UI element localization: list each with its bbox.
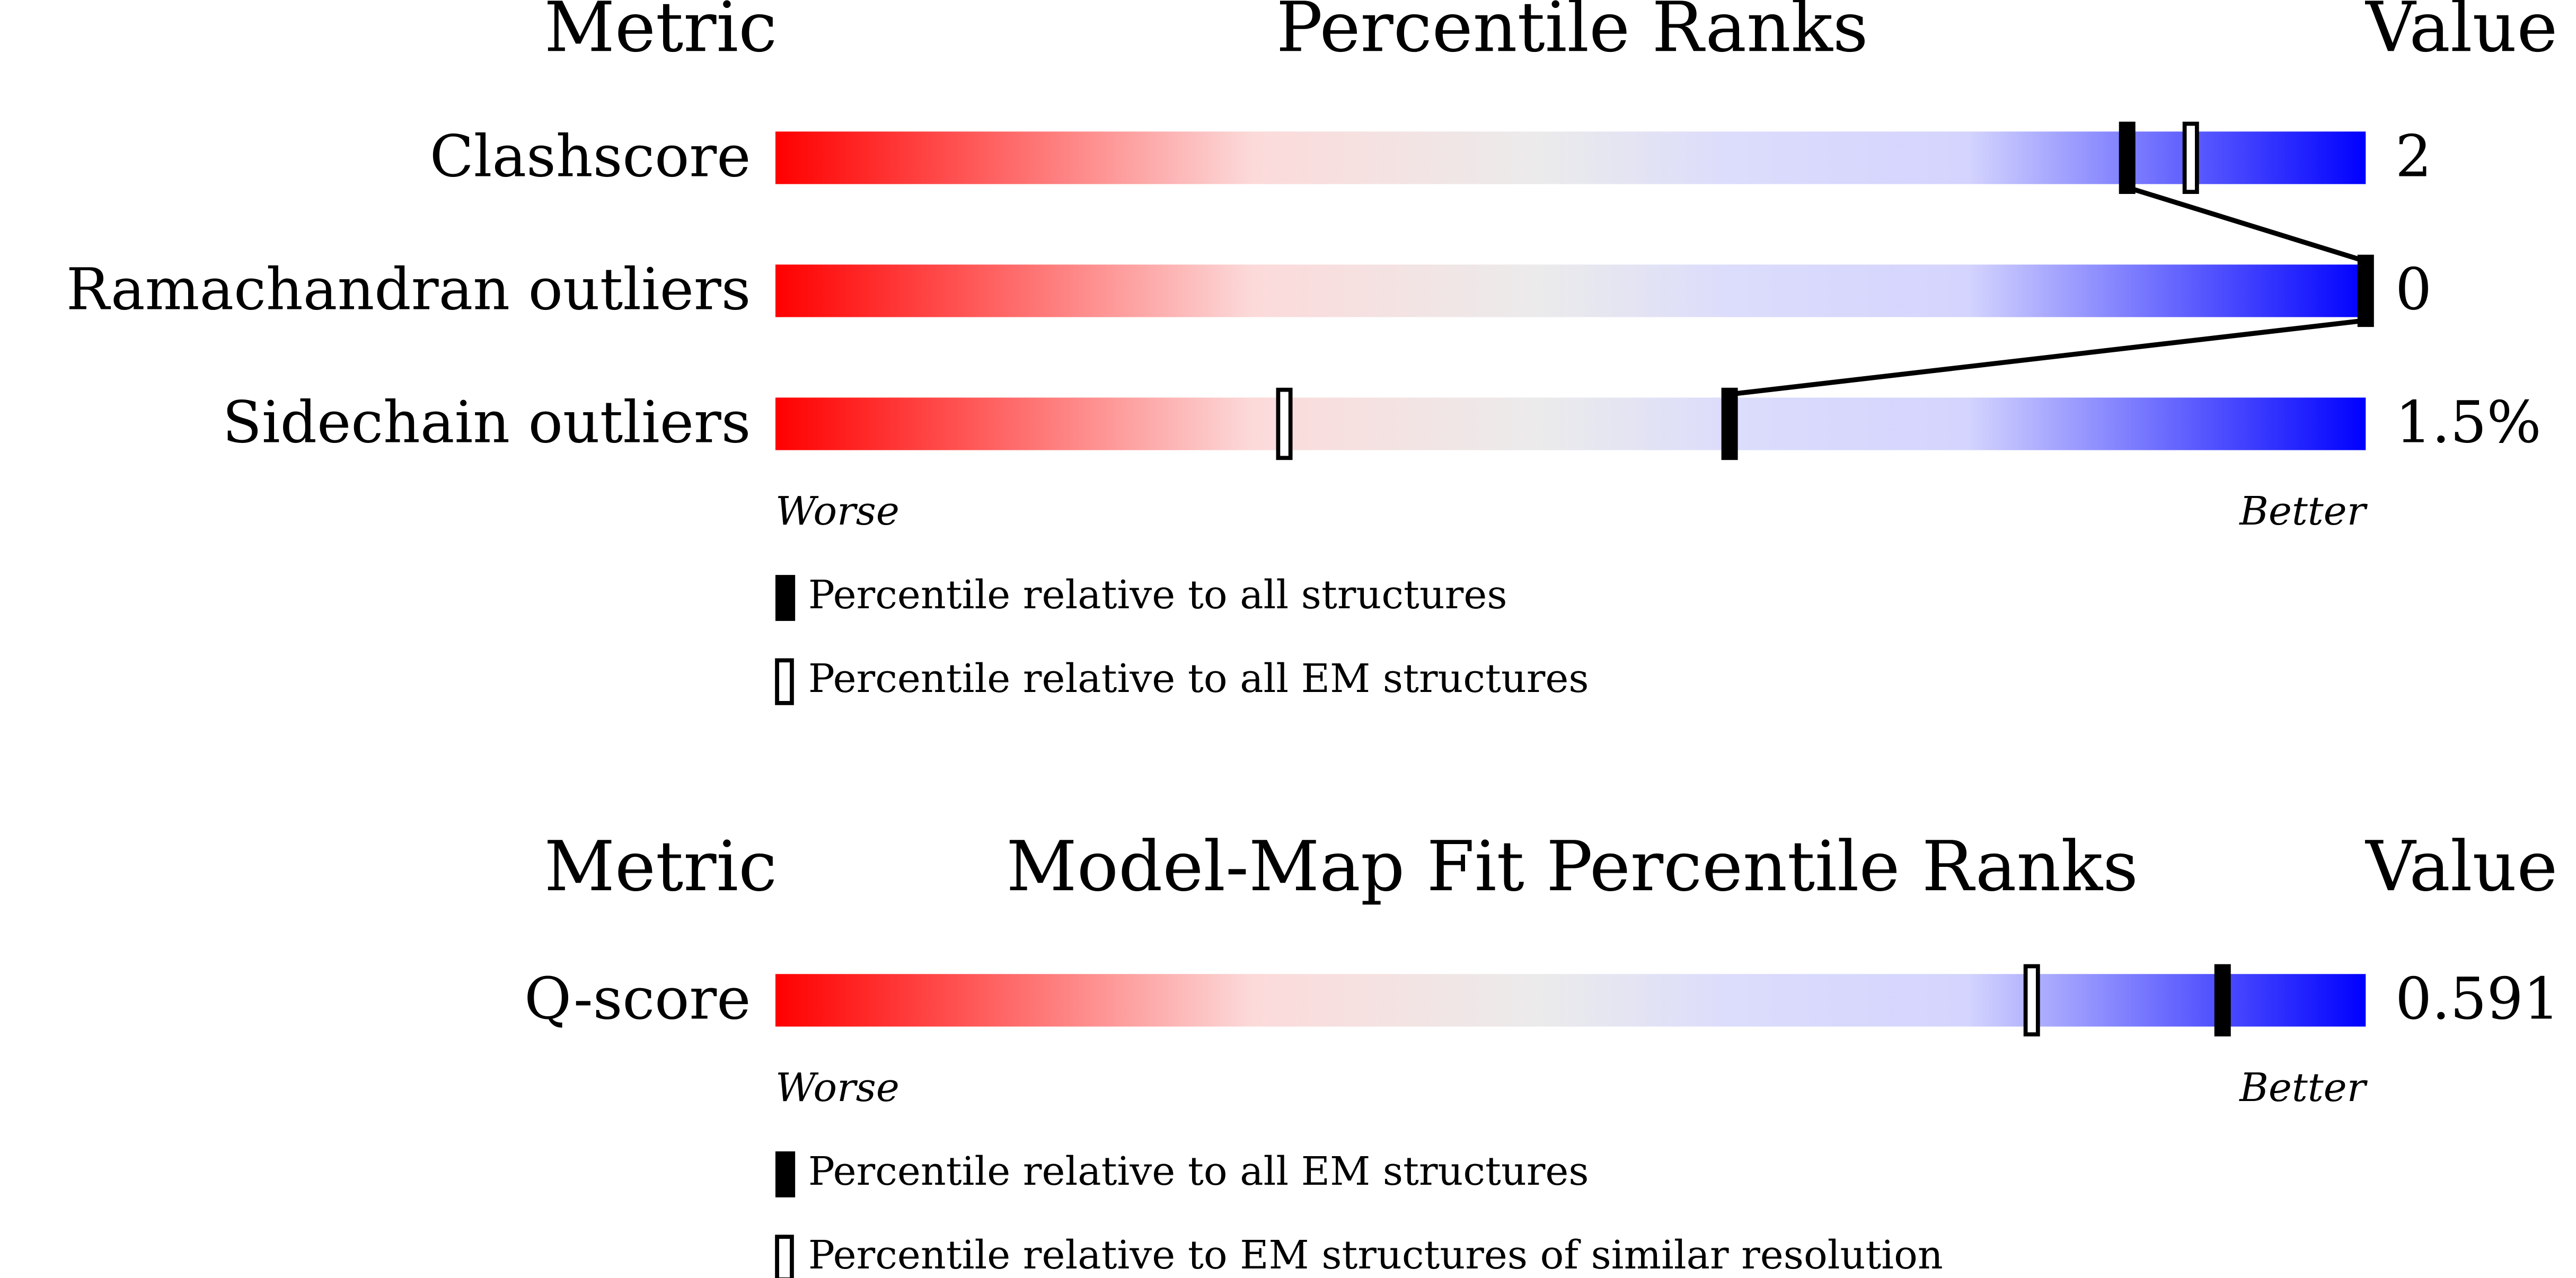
legend-open xyxy=(775,1235,794,1278)
legend-label: Percentile relative to all EM structures xyxy=(808,1148,1589,1194)
scale-worse: Worse xyxy=(775,488,899,534)
scale-better: Better xyxy=(2238,488,2368,534)
header-value: Value xyxy=(2365,826,2557,907)
marker-open xyxy=(1276,387,1293,460)
percentile-bar xyxy=(775,131,2366,184)
legend-label: Percentile relative to all EM structures xyxy=(808,655,1589,702)
metric-value: 0.591 xyxy=(2395,965,2560,1032)
metric-label: Q-score xyxy=(524,965,751,1032)
scale-better: Better xyxy=(2238,1064,2368,1111)
percentile-bar xyxy=(775,397,2366,450)
header-title: Percentile Ranks xyxy=(1276,0,1868,67)
marker-filled xyxy=(2357,254,2374,327)
metric-label: Sidechain outliers xyxy=(223,389,751,456)
marker-filled xyxy=(2119,121,2136,194)
metric-value: 2 xyxy=(2395,122,2432,190)
marker-filled xyxy=(2214,964,2231,1037)
connector xyxy=(2126,185,2367,264)
legend-label: Percentile relative to EM structures of … xyxy=(808,1232,1943,1278)
metric-label: Clashscore xyxy=(430,122,751,190)
marker-open xyxy=(2182,121,2199,194)
marker-open xyxy=(2023,964,2040,1037)
percentile-bar xyxy=(775,974,2366,1027)
metric-value: 1.5% xyxy=(2395,389,2542,456)
scale-worse: Worse xyxy=(775,1064,899,1111)
percentile-bar xyxy=(775,264,2366,317)
connector xyxy=(1729,318,2366,397)
metric-label: Ramachandran outliers xyxy=(66,255,751,323)
metric-value: 0 xyxy=(2395,255,2432,323)
legend-filled xyxy=(775,575,796,621)
legend-open xyxy=(775,658,794,705)
legend-filled xyxy=(775,1151,796,1197)
header-title: Model-Map Fit Percentile Ranks xyxy=(1006,826,2138,907)
header-metric: Metric xyxy=(544,826,777,907)
legend-label: Percentile relative to all structures xyxy=(808,572,1507,618)
header-metric: Metric xyxy=(544,0,777,67)
header-value: Value xyxy=(2365,0,2557,67)
marker-filled xyxy=(1721,387,1738,460)
